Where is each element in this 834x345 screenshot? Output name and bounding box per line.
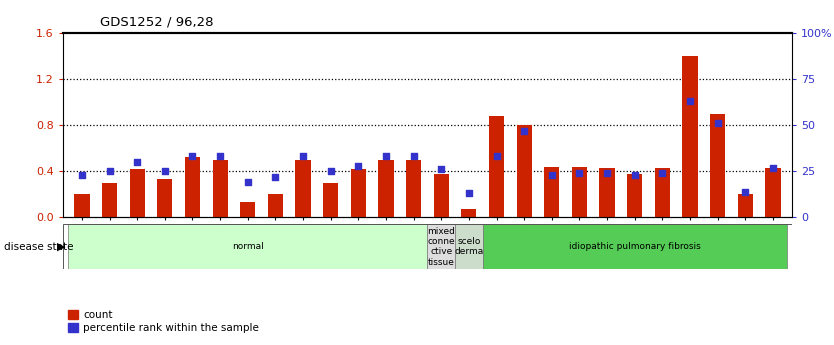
Point [435,167,448,172]
Point [600,170,614,176]
Point [711,120,725,126]
Legend: count, percentile rank within the sample: count, percentile rank within the sample [68,310,259,333]
Point [379,154,393,159]
Point [296,154,309,159]
Point [518,128,531,134]
Text: idiopathic pulmonary fibrosis: idiopathic pulmonary fibrosis [569,242,701,251]
Bar [68,224,427,269]
Bar [323,183,339,217]
Bar [655,168,670,217]
Bar [427,224,455,269]
Point [766,165,780,170]
Point [462,190,475,196]
Point [214,154,227,159]
Bar [489,116,504,217]
Bar [268,194,283,217]
Bar [710,114,726,217]
Point [75,172,88,178]
Bar [213,160,228,217]
Bar [682,56,697,217]
Bar [185,157,200,217]
Point [683,98,696,104]
Bar [461,209,476,217]
Point [130,159,143,165]
Point [241,179,254,185]
Text: normal: normal [232,242,264,251]
Point [656,170,669,176]
Bar [351,169,366,217]
Point [407,154,420,159]
Bar [295,160,310,217]
Point [739,189,752,194]
Point [103,168,116,174]
Bar [379,160,394,217]
Bar [516,125,532,217]
Bar [240,203,255,217]
Point [545,172,559,178]
Point [186,154,199,159]
Point [352,163,365,168]
Point [573,170,586,176]
Point [324,168,337,174]
Bar [545,167,560,217]
Point [158,168,172,174]
Text: ▶: ▶ [57,242,65,252]
Point [269,174,282,179]
Bar [74,194,89,217]
Bar [158,179,173,217]
Bar [572,167,587,217]
Text: disease state: disease state [4,242,73,252]
Bar [406,160,421,217]
Point [628,172,641,178]
Text: scelo
derma: scelo derma [455,237,484,256]
Text: GDS1252 / 96,28: GDS1252 / 96,28 [100,16,214,29]
Bar [102,183,117,217]
Bar [738,194,753,217]
Bar [600,168,615,217]
Bar [766,168,781,217]
Point [490,154,503,159]
Bar [434,174,449,217]
Bar [129,169,145,217]
Bar [627,174,642,217]
Bar [483,224,786,269]
Text: mixed
conne
ctive
tissue: mixed conne ctive tissue [427,227,455,267]
Bar [455,224,483,269]
